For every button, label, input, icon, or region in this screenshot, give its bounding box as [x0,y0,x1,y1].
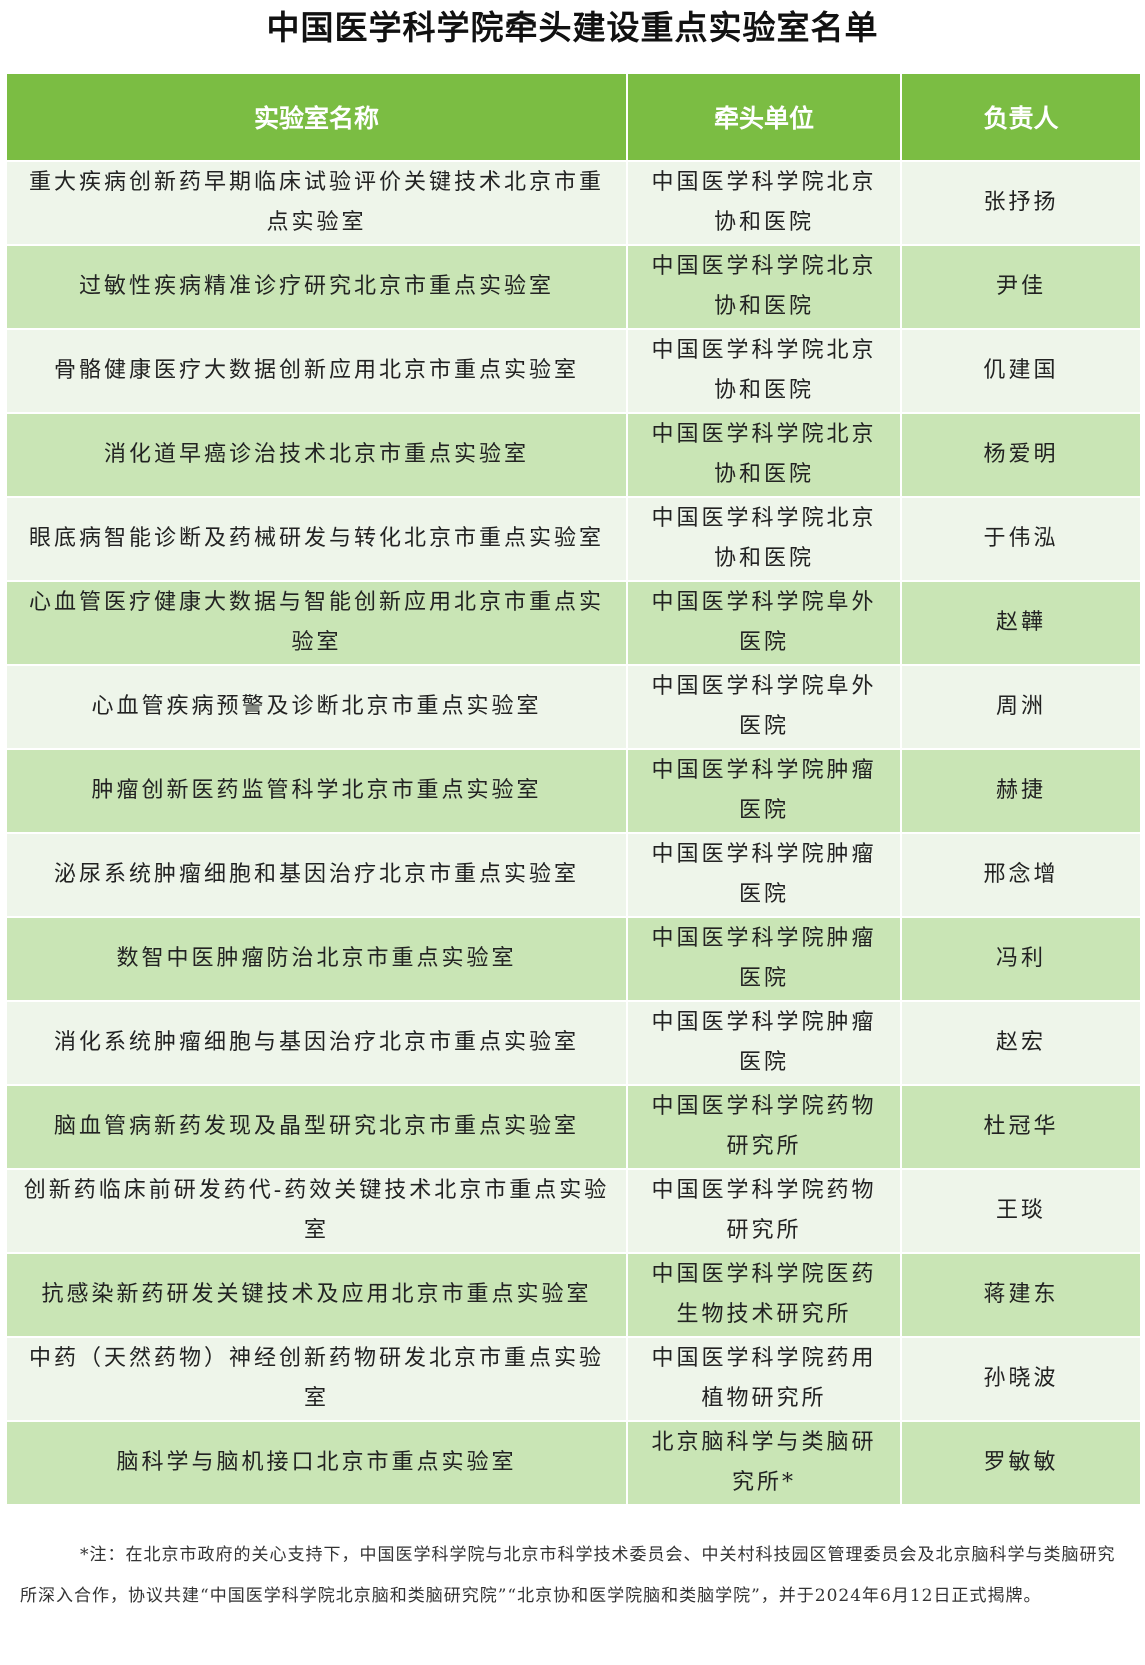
table-row: 过敏性疾病精准诊疗研究北京市重点实验室 中国医学科学院北京协和医院 尹佳 [5,244,1142,330]
lead-unit-cell: 中国医学科学院阜外医院 [626,580,902,666]
lab-name-cell: 中药（天然药物）神经创新药物研发北京市重点实验室 [5,1336,628,1422]
lab-name-cell: 抗感染新药研发关键技术及应用北京市重点实验室 [5,1252,628,1338]
lead-unit-cell: 中国医学科学院医药生物技术研究所 [626,1252,902,1338]
person-cell: 赵韡 [900,580,1142,666]
person-cell: 仉建国 [900,328,1142,414]
lead-unit-cell: 中国医学科学院肿瘤医院 [626,748,902,834]
lead-unit-cell: 中国医学科学院阜外医院 [626,664,902,750]
lab-name-cell: 心血管医疗健康大数据与智能创新应用北京市重点实验室 [5,580,628,666]
lab-name-cell: 消化系统肿瘤细胞与基因治疗北京市重点实验室 [5,1000,628,1086]
lead-unit-cell: 中国医学科学院北京协和医院 [626,496,902,582]
person-cell: 王琰 [900,1168,1142,1254]
lead-unit-cell: 中国医学科学院肿瘤医院 [626,916,902,1002]
person-cell: 邢念增 [900,832,1142,918]
table-row: 消化系统肿瘤细胞与基因治疗北京市重点实验室 中国医学科学院肿瘤医院 赵宏 [5,1000,1142,1086]
lead-unit-cell: 中国医学科学院药物研究所 [626,1168,902,1254]
person-cell: 赵宏 [900,1000,1142,1086]
person-cell: 冯利 [900,916,1142,1002]
lead-unit-cell: 中国医学科学院肿瘤医院 [626,832,902,918]
column-header-lab-name: 实验室名称 [5,72,628,162]
page-title: 中国医学科学院牵头建设重点实验室名单 [266,8,879,47]
lead-unit-cell: 中国医学科学院药物研究所 [626,1084,902,1170]
table-row: 眼底病智能诊断及药械研发与转化北京市重点实验室 中国医学科学院北京协和医院 于伟泓 [5,496,1142,582]
table-row: 中药（天然药物）神经创新药物研发北京市重点实验室 中国医学科学院药用植物研究所 孙晓… [5,1336,1142,1422]
lead-unit-cell: 中国医学科学院北京协和医院 [626,244,902,330]
lead-unit-cell: 中国医学科学院肿瘤医院 [626,1000,902,1086]
person-cell: 罗敏敏 [900,1420,1142,1506]
lab-name-cell: 骨骼健康医疗大数据创新应用北京市重点实验室 [5,328,628,414]
column-header-lead-unit: 牵头单位 [626,72,902,162]
table-row: 重大疾病创新药早期临床试验评价关键技术北京市重点实验室 中国医学科学院北京协和医院… [5,160,1142,246]
lab-name-cell: 心血管疾病预警及诊断北京市重点实验室 [5,664,628,750]
table-row: 脑科学与脑机接口北京市重点实验室 北京脑科学与类脑研究所* 罗敏敏 [5,1420,1142,1506]
lab-name-cell: 数智中医肿瘤防治北京市重点实验室 [5,916,628,1002]
table-row: 泌尿系统肿瘤细胞和基因治疗北京市重点实验室 中国医学科学院肿瘤医院 邢念增 [5,832,1142,918]
table-row: 消化道早癌诊治技术北京市重点实验室 中国医学科学院北京协和医院 杨爱明 [5,412,1142,498]
table-row: 数智中医肿瘤防治北京市重点实验室 中国医学科学院肿瘤医院 冯利 [5,916,1142,1002]
person-cell: 杨爱明 [900,412,1142,498]
lab-name-cell: 泌尿系统肿瘤细胞和基因治疗北京市重点实验室 [5,832,628,918]
lab-name-cell: 过敏性疾病精准诊疗研究北京市重点实验室 [5,244,628,330]
lead-unit-cell: 中国医学科学院北京协和医院 [626,328,902,414]
table-row: 心血管疾病预警及诊断北京市重点实验室 中国医学科学院阜外医院 周洲 [5,664,1142,750]
column-header-person: 负责人 [900,72,1142,162]
lab-name-cell: 重大疾病创新药早期临床试验评价关键技术北京市重点实验室 [5,160,628,246]
lab-name-cell: 眼底病智能诊断及药械研发与转化北京市重点实验室 [5,496,628,582]
person-cell: 孙晓波 [900,1336,1142,1422]
footnote: *注：在北京市政府的关心支持下，中国医学科学院与北京市科学技术委员会、中关村科技… [20,1545,1116,1606]
table-row: 心血管医疗健康大数据与智能创新应用北京市重点实验室 中国医学科学院阜外医院 赵韡 [5,580,1142,666]
person-cell: 周洲 [900,664,1142,750]
lab-name-cell: 脑科学与脑机接口北京市重点实验室 [5,1420,628,1506]
lab-name-cell: 肿瘤创新医药监管科学北京市重点实验室 [5,748,628,834]
table-row: 脑血管病新药发现及晶型研究北京市重点实验室 中国医学科学院药物研究所 杜冠华 [5,1084,1142,1170]
table-row: 创新药临床前研发药代-药效关键技术北京市重点实验室 中国医学科学院药物研究所 王琰 [5,1168,1142,1254]
lab-table: 实验室名称 牵头单位 负责人 重大疾病创新药早期临床试验评价关键技术北京市重点实… [5,72,1142,1506]
lead-unit-cell: 中国医学科学院北京协和医院 [626,160,902,246]
person-cell: 于伟泓 [900,496,1142,582]
person-cell: 赫捷 [900,748,1142,834]
person-cell: 尹佳 [900,244,1142,330]
table-row: 骨骼健康医疗大数据创新应用北京市重点实验室 中国医学科学院北京协和医院 仉建国 [5,328,1142,414]
person-cell: 张抒扬 [900,160,1142,246]
lead-unit-cell: 中国医学科学院北京协和医院 [626,412,902,498]
table-row: 肿瘤创新医药监管科学北京市重点实验室 中国医学科学院肿瘤医院 赫捷 [5,748,1142,834]
lead-unit-cell: 北京脑科学与类脑研究所* [626,1420,902,1506]
lab-name-cell: 脑血管病新药发现及晶型研究北京市重点实验室 [5,1084,628,1170]
lab-name-cell: 创新药临床前研发药代-药效关键技术北京市重点实验室 [5,1168,628,1254]
table-header: 实验室名称 牵头单位 负责人 [5,72,1142,162]
lead-unit-cell: 中国医学科学院药用植物研究所 [626,1336,902,1422]
lab-name-cell: 消化道早癌诊治技术北京市重点实验室 [5,412,628,498]
table-row: 抗感染新药研发关键技术及应用北京市重点实验室 中国医学科学院医药生物技术研究所 蒋建… [5,1252,1142,1338]
person-cell: 蒋建东 [900,1252,1142,1338]
person-cell: 杜冠华 [900,1084,1142,1170]
